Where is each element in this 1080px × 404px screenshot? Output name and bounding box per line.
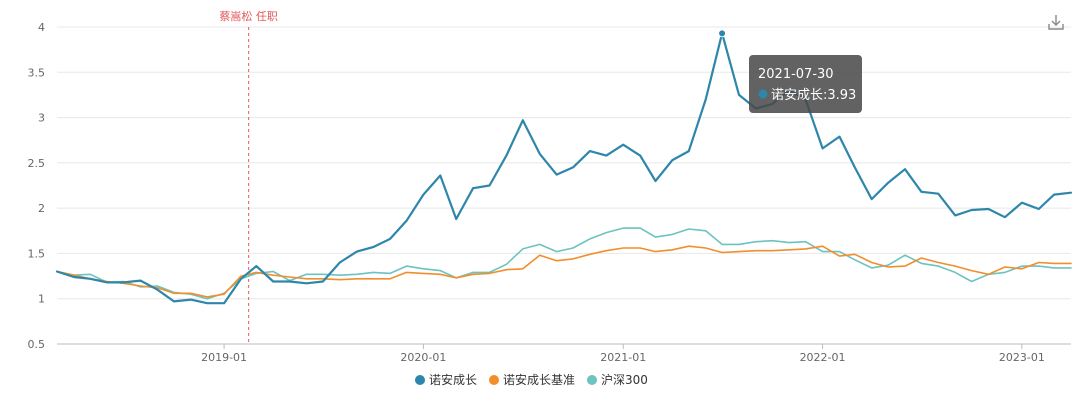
legend-label: 诺安成长基准 (503, 372, 575, 387)
legend-label: 诺安成长 (429, 372, 477, 387)
x-tick-label: 2023-01 (999, 351, 1045, 364)
legend-marker (489, 375, 499, 385)
download-button[interactable] (1046, 12, 1066, 32)
download-icon (1048, 15, 1064, 30)
legend-label: 沪深300 (601, 373, 648, 387)
legend-item-1[interactable]: 诺安成长 (415, 372, 477, 387)
tooltip-value: 诺安成长:3.93 (771, 88, 856, 103)
y-tick-label: 2.5 (28, 157, 46, 170)
y-tick-label: 1 (38, 293, 45, 306)
legend[interactable]: 诺安成长 诺安成长基准 沪深300 (415, 372, 648, 387)
tooltip-box (749, 55, 862, 113)
legend-item-2[interactable]: 诺安成长基准 (489, 372, 575, 387)
y-tick-label: 0.5 (28, 338, 46, 351)
tooltip-series-dot (758, 89, 768, 99)
legend-marker (587, 375, 597, 385)
x-tick-label: 2021-01 (600, 351, 646, 364)
tooltip-date: 2021-07-30 (758, 67, 834, 82)
series-layer[interactable] (55, 32, 1073, 305)
annotations: 蔡嵩松 任职 (219, 9, 278, 344)
manager-start-label: 蔡嵩松 任职 (219, 9, 278, 23)
y-tick-label: 3 (38, 112, 45, 125)
y-tick-label: 2 (38, 202, 45, 215)
x-tick-label: 2019-01 (201, 351, 247, 364)
legend-marker (415, 375, 425, 385)
series-line-2[interactable] (56, 245, 1072, 298)
x-tick-label: 2020-01 (400, 351, 446, 364)
series-line-3[interactable] (56, 227, 1072, 300)
series-line-1[interactable] (55, 32, 1073, 305)
x-tick-label: 2022-01 (800, 351, 846, 364)
axes: 0.5 1 1.5 2 2.5 3 3.5 4 2019-01 2020-01 2021-01 202… (28, 21, 1071, 364)
y-tick-label: 1.5 (28, 247, 46, 260)
tooltip-point-marker (718, 29, 727, 38)
y-tick-label: 3.5 (28, 66, 46, 79)
y-tick-label: 4 (38, 21, 45, 34)
legend-item-3[interactable]: 沪深300 (587, 373, 648, 387)
grid (57, 26, 1071, 300)
tooltip: 2021-07-30 诺安成长:3.93 (718, 29, 862, 113)
